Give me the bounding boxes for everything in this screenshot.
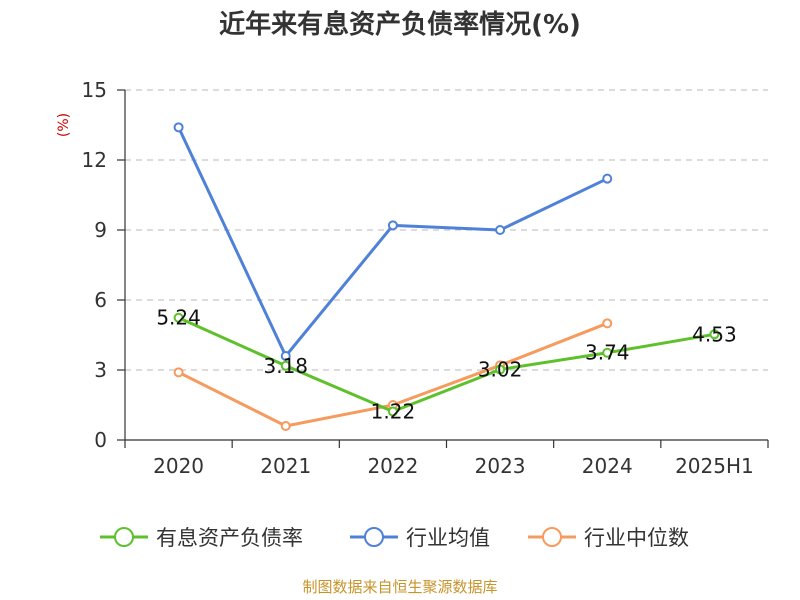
- series-line: [177, 316, 715, 414]
- x-tick-label: 2023: [475, 454, 526, 478]
- data-label: 1.22: [371, 400, 416, 424]
- data-point: [709, 329, 720, 340]
- data-point: [280, 360, 291, 371]
- data-point: [387, 406, 398, 417]
- legend-label: 行业均值: [406, 526, 490, 550]
- legend-label: 有息资产负债率: [156, 526, 303, 550]
- x-tick-label: 2021: [260, 454, 311, 478]
- data-labels: 5.24 3.18 1.22 3.02 3.74 4.53: [156, 306, 736, 424]
- grid: [125, 89, 768, 371]
- legend-marker: [114, 527, 134, 547]
- x-tick-label: 2024: [582, 454, 633, 478]
- legend-label: 行业中位数: [584, 526, 689, 550]
- y-tick-label: 12: [82, 148, 107, 172]
- data-point: [173, 367, 184, 378]
- y-axis-unit: (%): [56, 113, 72, 137]
- data-point: [280, 351, 291, 361]
- series-group: [173, 122, 720, 431]
- data-point: [602, 318, 613, 329]
- legend-marker: [364, 527, 384, 547]
- data-point: [280, 421, 291, 431]
- y-tick-label: 15: [82, 78, 107, 102]
- data-point: [173, 312, 184, 323]
- data-label: 3.18: [263, 354, 308, 378]
- data-point: [602, 173, 613, 184]
- data-label: 4.53: [692, 322, 737, 346]
- y-tick-label: 3: [94, 358, 107, 382]
- x-tick-label: 2025H1: [675, 454, 754, 478]
- data-point: [173, 122, 184, 133]
- legend-marker: [542, 527, 562, 547]
- data-point: [495, 364, 506, 375]
- series-line: [177, 126, 608, 358]
- y-tick-label: 9: [94, 218, 107, 242]
- data-point: [495, 225, 506, 235]
- x-tick-label: 2022: [367, 454, 418, 478]
- chart-title: 近年来有息资产负债率情况(%): [219, 9, 581, 40]
- data-label: 5.24: [156, 306, 201, 330]
- x-tick-label: 2020: [153, 454, 204, 478]
- legend: 有息资产负债率 行业均值 行业中位数: [100, 526, 689, 550]
- y-tick-label: 0: [94, 428, 107, 452]
- data-label: 3.02: [478, 358, 523, 382]
- data-label: 3.74: [585, 341, 630, 365]
- axes: 0 3 6 9 12 15 2020 2021 2022 2023 2024 2025H1: [82, 78, 769, 478]
- data-point: [602, 347, 613, 358]
- source-note: 制图数据来自恒生聚源数据库: [302, 578, 497, 596]
- y-tick-label: 6: [94, 288, 107, 312]
- data-point: [387, 220, 398, 231]
